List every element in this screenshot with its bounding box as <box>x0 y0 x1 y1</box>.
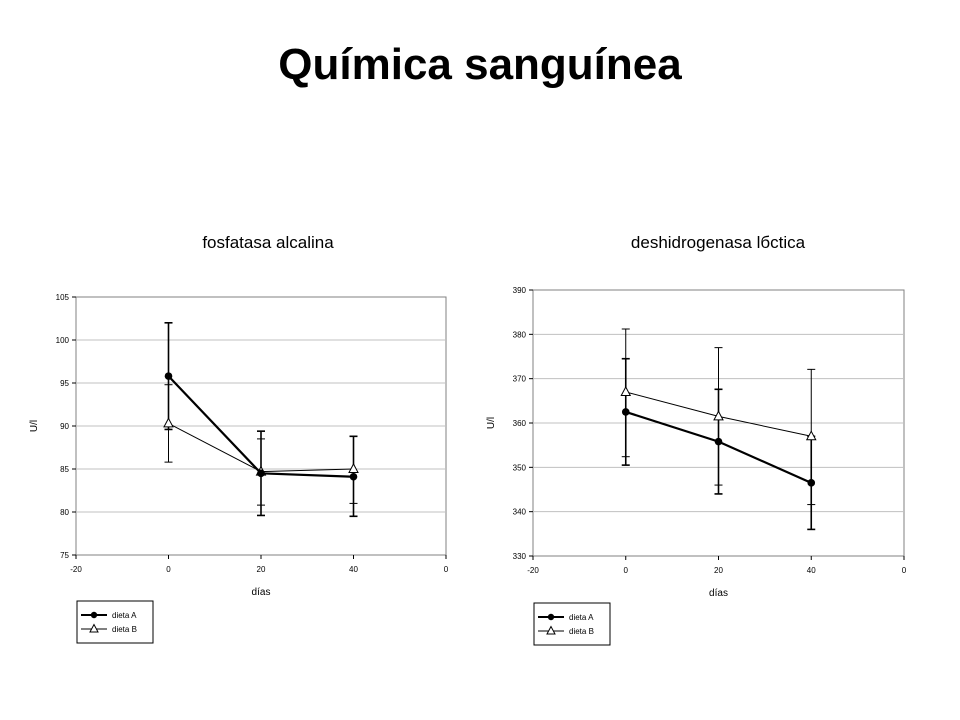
legend-marker-dieta-a <box>547 613 555 621</box>
data-point-dieta-a <box>349 472 358 481</box>
y-tick-label: 105 <box>56 293 70 302</box>
data-point-dieta-a <box>621 408 630 416</box>
legend-marker-dieta-b <box>546 625 556 635</box>
data-point-dieta-a <box>714 437 723 446</box>
x-tick-label: 0 <box>902 566 907 575</box>
y-tick-label: 350 <box>513 463 527 472</box>
legend-label: dieta A <box>569 613 594 622</box>
y-tick-label: 330 <box>513 552 527 561</box>
data-point-dieta-a <box>164 372 173 380</box>
x-tick-label: -20 <box>70 565 82 574</box>
x-tick-label: -20 <box>527 566 539 575</box>
legend-marker-dieta-b <box>89 623 99 633</box>
legend-label: dieta B <box>112 625 137 634</box>
x-tick-label: 40 <box>349 565 358 574</box>
y-tick-label: 75 <box>60 551 69 560</box>
data-point-dieta-a <box>807 479 816 487</box>
data-point-dieta-b <box>805 430 817 441</box>
y-tick-label: 360 <box>513 419 527 428</box>
x-axis-label: días <box>252 587 271 598</box>
data-point-dieta-b <box>163 417 174 428</box>
slide-title: Química sanguínea <box>278 40 682 89</box>
legend-label: dieta A <box>112 611 137 620</box>
legend-box <box>76 600 154 644</box>
chart-title: deshidrogenasa lбctica <box>631 233 806 252</box>
x-axis-label: días <box>709 588 728 599</box>
data-point-dieta-a <box>257 469 265 478</box>
data-point-dieta-b <box>348 462 359 473</box>
data-point-dieta-b <box>620 385 632 396</box>
legend-box <box>533 602 611 646</box>
y-tick-label: 390 <box>513 286 527 295</box>
y-tick-label: 95 <box>60 379 69 388</box>
x-tick-label: 0 <box>624 566 629 575</box>
legend-marker-dieta-a <box>90 611 98 619</box>
y-tick-label: 380 <box>513 330 527 339</box>
x-tick-label: 20 <box>257 565 266 574</box>
y-tick-label: 90 <box>60 422 69 431</box>
x-tick-label: 40 <box>807 566 816 575</box>
x-tick-label: 0 <box>444 565 449 574</box>
legend-label: dieta B <box>569 627 594 636</box>
y-tick-label: 85 <box>60 465 69 474</box>
chart-title: fosfatasa alcalina <box>202 233 334 252</box>
y-tick-label: 370 <box>513 375 527 384</box>
x-tick-label: 20 <box>714 566 723 575</box>
y-tick-label: 340 <box>513 508 527 517</box>
y-tick-label: 80 <box>60 508 69 517</box>
x-tick-label: 0 <box>166 565 171 574</box>
y-axis-label: U/l <box>29 420 40 432</box>
y-axis-label: U/l <box>486 417 497 429</box>
data-point-dieta-b <box>713 410 724 421</box>
y-tick-label: 100 <box>56 336 70 345</box>
